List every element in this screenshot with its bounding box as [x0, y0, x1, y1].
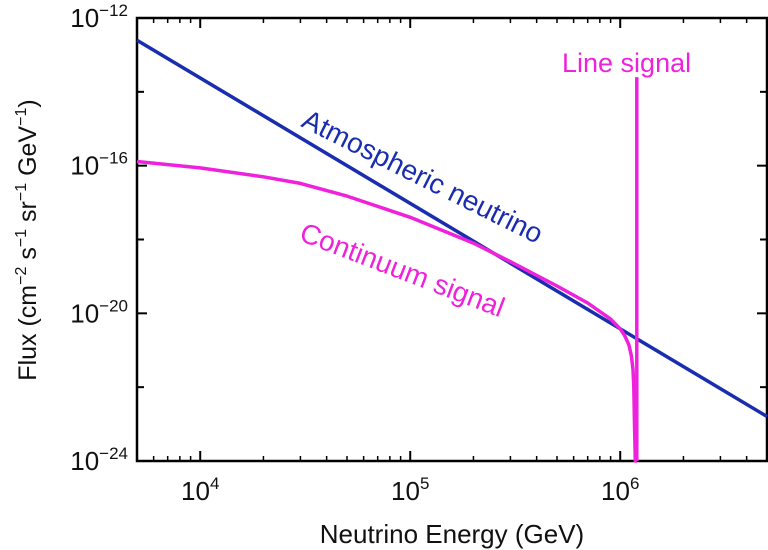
- x-tick-label: 106: [601, 474, 639, 506]
- atmospheric-neutrino-line: [136, 38, 768, 419]
- continuum-signal-label: Continuum signal: [296, 217, 509, 323]
- y-tick-label: 10−20: [70, 296, 128, 328]
- y-axis-label: Flux (cm−2 s−1 sr−1 GeV−1): [13, 99, 42, 380]
- y-tick-label: 10−16: [70, 149, 128, 181]
- continuum-signal-line: [136, 159, 638, 463]
- plot-frame: [135, 16, 768, 463]
- line-signal-label: Line signal: [562, 48, 691, 78]
- y-tick-label: 10−12: [70, 1, 128, 33]
- x-tick-label: 105: [391, 474, 429, 506]
- y-tick-label: 10−24: [70, 444, 128, 476]
- x-tick-label: 104: [181, 474, 219, 506]
- x-axis-label: Neutrino Energy (GeV): [320, 519, 584, 549]
